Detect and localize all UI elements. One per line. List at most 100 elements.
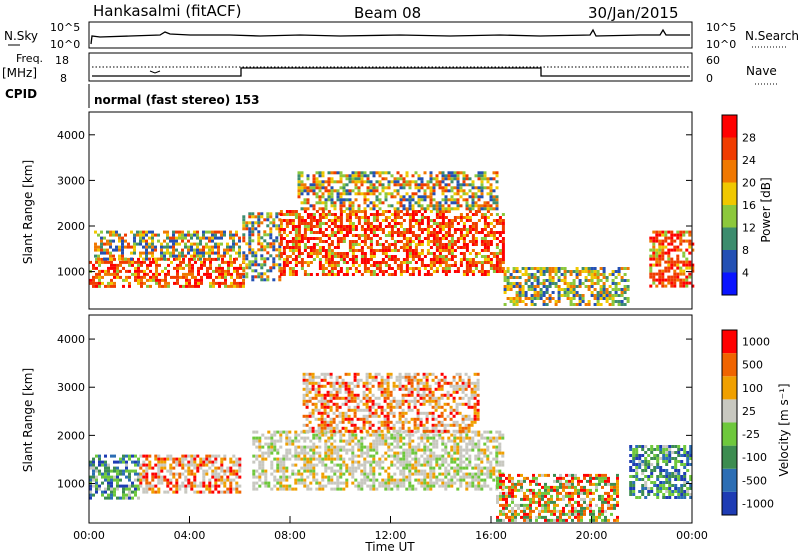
power-cell	[417, 222, 421, 225]
power-cell	[351, 171, 355, 175]
power-cell	[345, 174, 349, 178]
power-cell	[393, 273, 397, 276]
velocity-cell	[273, 478, 277, 482]
power-cell	[441, 207, 445, 211]
power-cell	[143, 272, 146, 276]
power-cell	[661, 275, 665, 279]
power-cell	[354, 180, 358, 184]
power-cell	[140, 269, 143, 273]
velocity-cell	[232, 478, 236, 482]
power-cell	[360, 174, 364, 178]
power-cell	[691, 263, 695, 267]
velocity-cell	[297, 481, 301, 485]
power-cell	[297, 222, 301, 225]
power-cell	[655, 236, 659, 240]
power-cell	[390, 249, 394, 252]
power-cell	[495, 261, 499, 264]
power-cell	[288, 222, 292, 225]
power-cell	[227, 284, 230, 288]
velocity-cell	[486, 439, 490, 443]
velocity-cell	[347, 390, 351, 394]
velocity-cell	[438, 484, 442, 488]
power-cell	[501, 249, 505, 252]
velocity-cell	[166, 490, 170, 494]
power-cell	[611, 294, 615, 297]
power-cell	[194, 260, 197, 264]
power-cell	[175, 248, 178, 252]
power-cell	[176, 269, 179, 273]
power-cell	[202, 251, 205, 255]
velocity-cell	[341, 417, 345, 421]
power-cell	[266, 269, 270, 273]
power-cell	[360, 216, 364, 219]
velocity-cell	[311, 426, 315, 430]
velocity-cell	[264, 442, 268, 446]
power-cell	[393, 180, 397, 184]
velocity-cell	[474, 487, 478, 491]
velocity-cell	[145, 487, 149, 491]
power-cell	[664, 230, 668, 234]
power-cell	[435, 240, 439, 243]
velocity-cell	[320, 429, 324, 433]
velocity-cell	[238, 469, 242, 473]
velocity-cell	[365, 384, 369, 388]
velocity-cell	[302, 375, 306, 379]
velocity-cell	[429, 454, 433, 458]
power-cell	[417, 201, 421, 205]
velocity-cell	[371, 414, 375, 418]
power-cell	[366, 222, 370, 225]
velocity-cell	[125, 487, 128, 491]
velocity-cell	[408, 445, 412, 449]
power-cell	[155, 266, 158, 270]
power-cell	[242, 236, 246, 240]
velocity-cell	[477, 448, 481, 452]
power-cell	[110, 281, 113, 285]
power-cell	[321, 183, 325, 187]
power-cell	[432, 240, 436, 243]
velocity-cell	[380, 375, 384, 379]
power-cell	[200, 260, 203, 264]
velocity-cell	[362, 426, 366, 430]
power-cell	[402, 183, 406, 187]
power-cell	[366, 219, 370, 222]
power-cell	[217, 257, 220, 261]
velocity-cell	[405, 475, 409, 479]
power-cell	[462, 222, 466, 225]
power-cell	[143, 269, 146, 273]
velocity-cell	[314, 405, 318, 409]
power-cell	[321, 264, 325, 267]
velocity-cell	[261, 445, 265, 449]
power-cell	[584, 267, 588, 270]
power-cell	[214, 233, 217, 237]
velocity-cell	[95, 478, 98, 482]
power-cell	[429, 189, 433, 193]
power-cell	[611, 300, 615, 303]
velocity-cell	[498, 442, 502, 446]
power-cell	[381, 213, 385, 216]
velocity-cell	[360, 448, 364, 452]
velocity-cell	[238, 460, 242, 464]
velocity-cell	[360, 463, 364, 467]
power-cell	[599, 297, 603, 300]
velocity-cell	[145, 463, 149, 467]
velocity-cell	[428, 402, 432, 406]
velocity-cell	[169, 472, 173, 476]
velocity-cell	[347, 387, 351, 391]
velocity-cell	[420, 463, 424, 467]
power-cell	[417, 198, 421, 202]
velocity-cell	[89, 496, 92, 500]
power-cell	[569, 291, 573, 294]
velocity-cell	[432, 469, 436, 473]
velocity-cell	[321, 487, 325, 491]
velocity-cell	[327, 481, 331, 485]
power-cell	[285, 219, 289, 222]
power-cell	[369, 237, 373, 240]
power-cell	[260, 263, 264, 267]
power-cell	[405, 264, 409, 267]
velocity-cell	[134, 484, 137, 488]
power-cell	[483, 222, 487, 225]
power-cell	[414, 186, 418, 190]
velocity-cell	[372, 439, 376, 443]
power-cell	[480, 249, 484, 252]
velocity-cell	[393, 484, 397, 488]
